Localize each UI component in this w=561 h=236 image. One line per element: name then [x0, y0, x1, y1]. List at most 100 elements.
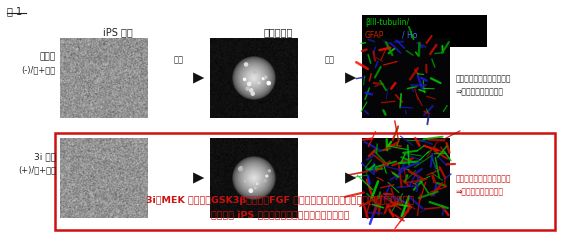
Bar: [55, 133, 555, 230]
Circle shape: [244, 168, 264, 188]
Circle shape: [251, 175, 257, 181]
Circle shape: [233, 157, 275, 199]
Circle shape: [245, 181, 246, 182]
Circle shape: [234, 58, 274, 98]
Circle shape: [233, 58, 274, 98]
Circle shape: [241, 65, 267, 91]
Circle shape: [249, 173, 259, 183]
Circle shape: [237, 61, 272, 95]
Circle shape: [252, 76, 255, 80]
Circle shape: [235, 159, 273, 197]
Text: (+)/（+）群: (+)/（+）群: [18, 165, 56, 174]
Circle shape: [241, 165, 267, 191]
Circle shape: [237, 161, 271, 195]
Bar: [362, 138, 450, 218]
Circle shape: [233, 157, 274, 198]
Text: 作製した iPS 細胞は素早い分化成熟能力を有する: 作製した iPS 細胞は素早い分化成熟能力を有する: [211, 210, 350, 219]
Text: iPS 細胞: iPS 細胞: [103, 27, 133, 37]
Circle shape: [268, 170, 270, 172]
Circle shape: [238, 62, 270, 94]
Bar: [210, 138, 298, 218]
Circle shape: [249, 73, 259, 83]
Circle shape: [240, 164, 268, 192]
Circle shape: [235, 59, 273, 97]
Circle shape: [256, 183, 258, 185]
Circle shape: [252, 76, 256, 80]
Circle shape: [243, 67, 265, 89]
Text: 神経幹細胞: 神経幹細胞: [263, 27, 293, 37]
Circle shape: [250, 73, 259, 83]
Text: 3i 処理: 3i 処理: [34, 152, 56, 161]
Text: 分化: 分化: [325, 55, 335, 64]
Circle shape: [246, 87, 249, 90]
Circle shape: [246, 170, 261, 185]
Circle shape: [242, 66, 266, 90]
Circle shape: [250, 74, 258, 82]
Circle shape: [240, 64, 268, 92]
Circle shape: [243, 167, 265, 189]
Circle shape: [267, 81, 270, 85]
Circle shape: [251, 75, 257, 81]
Circle shape: [233, 57, 275, 99]
Circle shape: [248, 172, 260, 184]
Bar: [362, 15, 487, 47]
Circle shape: [247, 171, 261, 185]
Circle shape: [238, 167, 242, 171]
Circle shape: [242, 166, 266, 190]
Circle shape: [250, 174, 258, 182]
Circle shape: [258, 82, 260, 84]
Circle shape: [266, 175, 268, 177]
Circle shape: [237, 160, 272, 195]
Text: (-)/（+）群: (-)/（+）群: [22, 65, 56, 74]
Bar: [210, 38, 298, 118]
Circle shape: [239, 163, 269, 193]
Circle shape: [253, 77, 255, 79]
Circle shape: [234, 158, 274, 198]
Circle shape: [255, 187, 256, 189]
Circle shape: [232, 56, 276, 100]
Circle shape: [247, 82, 251, 85]
Circle shape: [245, 69, 263, 87]
Circle shape: [243, 78, 246, 80]
Text: βIII-tubulin/: βIII-tubulin/: [365, 18, 409, 27]
Text: グリア細胞への分化が遅い: グリア細胞への分化が遅い: [456, 74, 512, 83]
Bar: [60, 38, 148, 118]
Circle shape: [238, 162, 270, 194]
Circle shape: [245, 63, 247, 66]
Text: ⇒分化成熟能力が低い: ⇒分化成熟能力が低い: [456, 87, 504, 96]
Circle shape: [264, 180, 266, 181]
Circle shape: [246, 170, 263, 186]
Text: / Ho: / Ho: [402, 31, 417, 40]
Circle shape: [250, 173, 259, 183]
Circle shape: [239, 63, 269, 93]
Bar: [60, 138, 148, 218]
Circle shape: [245, 169, 263, 187]
Circle shape: [248, 72, 260, 84]
Text: GFAP: GFAP: [365, 31, 384, 40]
Circle shape: [247, 71, 261, 85]
Bar: [362, 38, 450, 118]
Circle shape: [236, 160, 272, 196]
Circle shape: [232, 156, 276, 200]
Circle shape: [264, 76, 267, 78]
Circle shape: [253, 177, 255, 179]
Circle shape: [242, 167, 265, 189]
Text: 無処理: 無処理: [40, 52, 56, 61]
Text: グリア細胞への分化が速い: グリア細胞への分化が速い: [456, 174, 512, 183]
Circle shape: [252, 177, 255, 180]
Circle shape: [246, 70, 261, 86]
Circle shape: [240, 63, 268, 93]
Circle shape: [236, 60, 272, 96]
Text: 図 1: 図 1: [7, 6, 22, 16]
Circle shape: [252, 176, 256, 180]
Circle shape: [244, 68, 264, 88]
Circle shape: [240, 164, 268, 192]
Circle shape: [263, 78, 264, 80]
Circle shape: [246, 70, 263, 86]
Circle shape: [251, 92, 254, 95]
Text: 分化: 分化: [174, 55, 184, 64]
Circle shape: [242, 67, 265, 89]
Circle shape: [237, 61, 271, 95]
Circle shape: [240, 167, 242, 168]
Circle shape: [254, 71, 256, 73]
